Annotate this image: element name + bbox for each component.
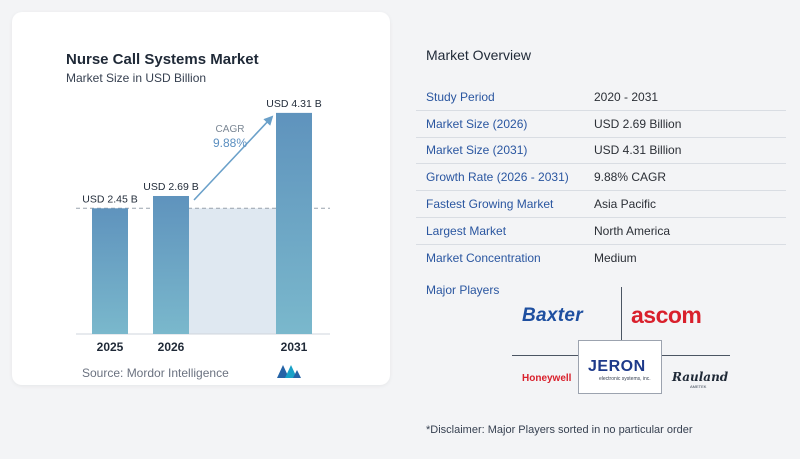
jeron-logo: JERON: [588, 358, 646, 375]
overview-value: USD 2.69 Billion: [594, 116, 682, 131]
tick-label-2025: 2025: [97, 340, 124, 354]
overview-label: Market Concentration: [426, 251, 541, 266]
overview-row-study-period: Study Period 2020 - 2031: [416, 84, 786, 111]
jeron-logo-tagline: electronic systems, inc.: [599, 376, 651, 382]
overview-label: Fastest Growing Market: [426, 197, 554, 212]
bar-chart: USD 2.45 B 2025 USD 2.69 B 2026 USD 4.31 B 20…: [76, 98, 330, 354]
ascom-logo: ascom: [631, 302, 702, 328]
mordor-logo-icon: [277, 365, 301, 378]
growth-band: [189, 208, 276, 334]
cagr-value: 9.88%: [213, 136, 247, 150]
major-players-label: Major Players: [426, 283, 500, 297]
source-text: Source: Mordor Intelligence: [82, 366, 229, 380]
overview-table: Study Period 2020 - 2031 Market Size (20…: [416, 84, 786, 272]
overview-value: Medium: [594, 251, 637, 266]
rauland-logo: Rauland: [672, 370, 729, 384]
overview-value: North America: [594, 223, 671, 238]
overview-label: Market Size (2026): [426, 116, 528, 131]
jeron-logo-frame: [578, 340, 662, 394]
honeywell-logo: Honeywell: [522, 373, 572, 384]
overview-value: 2020 - 2031: [594, 89, 659, 104]
overview-row-largest-market: Largest Market North America: [416, 218, 786, 245]
overview-row-growth-rate: Growth Rate (2026 - 2031) 9.88% CAGR: [416, 164, 786, 192]
overview-value: USD 4.31 Billion: [594, 143, 682, 158]
overview-label: Market Size (2031): [426, 143, 528, 158]
bar-2025: [92, 208, 128, 334]
tick-label-2026: 2026: [158, 340, 185, 354]
players-divider-vertical: [621, 287, 622, 340]
overview-row-concentration: Market Concentration Medium: [416, 245, 786, 272]
players-divider-horizontal: [662, 355, 730, 356]
overview-row-market-size-2031: Market Size (2031) USD 4.31 Billion: [416, 138, 786, 165]
chart-title: Nurse Call Systems Market: [66, 51, 259, 68]
baxter-logo: Baxter: [522, 305, 583, 326]
cagr-arrow: [193, 115, 274, 201]
overview-label: Study Period: [426, 89, 495, 104]
players-divider-horizontal: [512, 355, 578, 356]
tick-label-2031: 2031: [281, 340, 308, 354]
data-label-2031: USD 4.31 B: [266, 98, 321, 110]
disclaimer-text: *Disclaimer: Major Players sorted in no …: [426, 424, 693, 436]
bar-2031: [276, 112, 312, 334]
overview-row-market-size-2026: Market Size (2026) USD 2.69 Billion: [416, 111, 786, 138]
overview-value: Asia Pacific: [594, 197, 657, 212]
bar-2026: [153, 195, 189, 334]
cagr-label: CAGR: [216, 124, 245, 135]
rauland-logo-tagline: AMETEK: [690, 384, 707, 389]
chart-subtitle: Market Size in USD Billion: [66, 71, 207, 85]
overview-value: 9.88% CAGR: [594, 170, 667, 185]
data-label-2025: USD 2.45 B: [82, 193, 137, 205]
data-label-2026: USD 2.69 B: [143, 181, 198, 193]
overview-label: Growth Rate (2026 - 2031): [426, 170, 569, 185]
overview-label: Largest Market: [426, 223, 507, 238]
overview-title: Market Overview: [426, 47, 532, 63]
overview-row-fastest-growing: Fastest Growing Market Asia Pacific: [416, 191, 786, 218]
